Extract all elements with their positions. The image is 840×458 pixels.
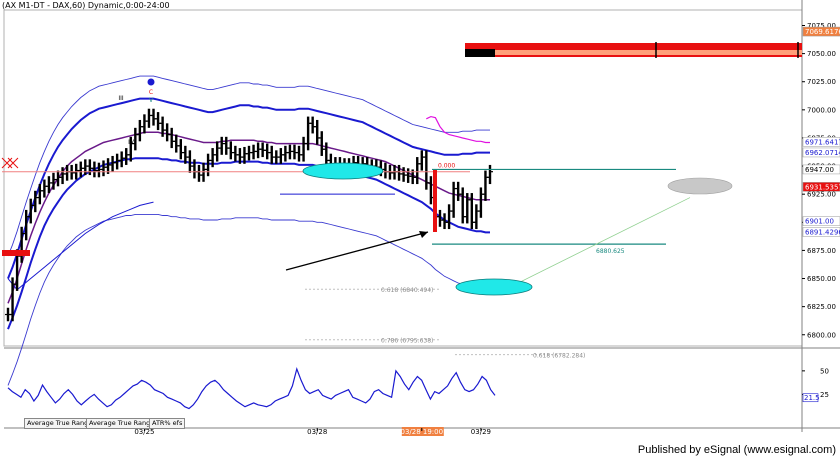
price-box-label: 6931.53571 — [805, 183, 840, 191]
y-tick-label: 6925.00 — [807, 191, 836, 199]
y-tick-label: 7050.00 — [807, 50, 836, 58]
trailing-stop-line — [7, 201, 154, 291]
y-tick-label: 7000.00 — [807, 106, 836, 114]
outer-upper-band — [7, 75, 490, 257]
wave-label-iv: IV — [128, 139, 135, 146]
y-tick-label: 6850.00 — [807, 275, 836, 283]
tab-atr-pct[interactable]: ATR% efs — [149, 418, 186, 429]
zone-bar-black — [465, 49, 495, 57]
cyan-ellipse-lower — [455, 278, 533, 296]
wave-label-c: C — [149, 89, 153, 96]
price-box — [802, 227, 840, 237]
annotation-6880: 6880.625 — [596, 248, 625, 255]
atr-tick-label: 25 — [820, 391, 829, 399]
y-tick-label: 7075.00 — [807, 22, 836, 30]
gray-ellipse — [667, 177, 733, 195]
x-tick-label: 03/25 — [134, 428, 154, 436]
price-box — [802, 147, 840, 158]
y-tick-label: 7025.00 — [807, 78, 836, 86]
upper-band-line — [7, 97, 490, 279]
price-box-label: 6901.00 — [805, 218, 834, 226]
price-box — [802, 182, 840, 192]
atr-last-label: 21.5 — [804, 394, 820, 402]
zone-bar-light — [465, 50, 802, 55]
publisher-footer: Published by eSignal (www.esignal.com) — [637, 444, 836, 456]
lower-band-line — [7, 157, 490, 330]
annotation-fib-0618: 0.618 (6840.494) — [381, 287, 433, 294]
red-level-bar — [2, 250, 30, 256]
price-box-label: 7069.61767 — [805, 28, 840, 36]
outer-lower-band — [7, 213, 490, 386]
atr-last-box — [802, 393, 819, 403]
price-box — [802, 164, 840, 175]
chart-frame — [3, 0, 840, 432]
indicator-lines — [7, 75, 490, 386]
middle-band-line — [7, 131, 490, 304]
wave-label-v: V — [149, 97, 154, 104]
y-axis: 7075.007050.007025.007000.006975.006950.… — [802, 22, 840, 339]
price-box — [802, 26, 840, 37]
cross-marker — [1, 157, 19, 169]
y-tick-label: 6875.00 — [807, 247, 836, 255]
annotation-zero: 0.000 — [438, 162, 455, 169]
arrow-head — [419, 231, 428, 238]
price-box-label: 6971.64176 — [805, 138, 840, 146]
wave-label-iii: III — [118, 95, 124, 102]
x-tick-label: 03/28 — [307, 428, 327, 436]
y-tick-label: 6825.00 — [807, 303, 836, 311]
price-box-label: 6962.07143 — [805, 149, 840, 157]
drawing-tools[interactable]: 6880.625 0.618 (6840.494) 0.786 (6795.638)… — [1, 42, 802, 360]
atr-line — [7, 367, 496, 410]
price-box-label: 6947.00 — [805, 166, 834, 174]
atr-tick-label: 50 — [820, 367, 829, 375]
annotation-fib-0618-lower: 0.618 (6782.284) — [533, 353, 585, 360]
x-tick-label: 03/29 — [471, 428, 491, 436]
y-tick-label: 6800.00 — [807, 331, 836, 339]
price-box-label: 6891.42967 — [805, 228, 840, 236]
wave-circle — [147, 78, 155, 86]
cyan-ellipse-upper — [302, 162, 384, 180]
price-box — [802, 137, 840, 147]
annotation-fib-0786: 0.786 (6795.638) — [381, 338, 433, 345]
projection-line — [499, 197, 691, 293]
x-label-highlight — [401, 427, 444, 436]
window-title: (AX M1-DT - DAX,60) Dynamic,0:00-24:00 — [2, 1, 170, 10]
price-box — [802, 216, 840, 226]
x-tick-label: 03/28 19:00 — [401, 428, 444, 436]
red-signal-bar — [433, 170, 437, 232]
magenta-line — [426, 115, 490, 144]
arrow-line — [285, 231, 429, 271]
